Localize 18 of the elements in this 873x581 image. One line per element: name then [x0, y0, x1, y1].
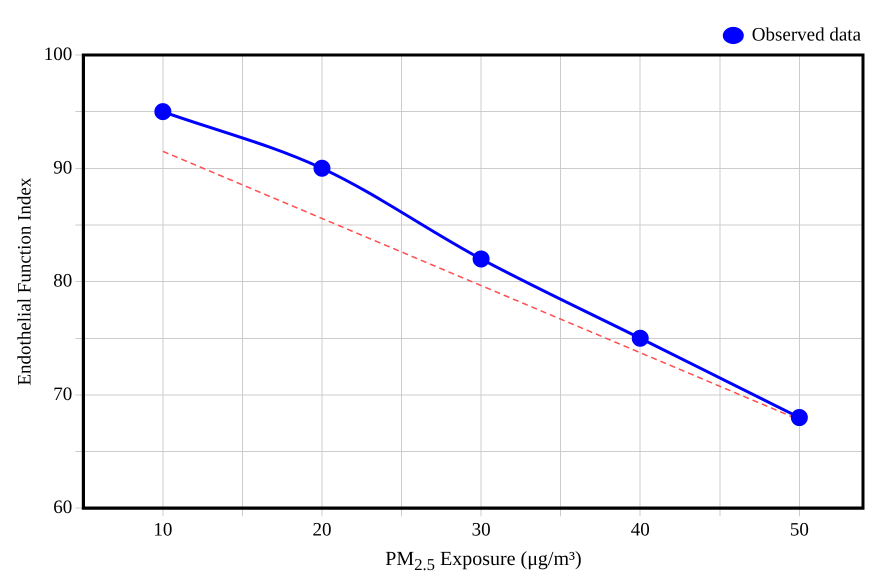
y-axis-title: Endothelial Function Index [14, 177, 36, 386]
x-tick-label: 50 [790, 520, 809, 541]
point [632, 330, 649, 347]
point [154, 103, 172, 120]
x-tick-label: 30 [472, 520, 491, 541]
legend-label: Observed data [752, 24, 862, 46]
y-tick-label: 90 [53, 157, 72, 178]
point [790, 409, 808, 426]
x-tick-label: 40 [630, 520, 650, 541]
y-tick-label: 100 [44, 44, 72, 65]
x-axis-title: PM$_{2.5}$ Exposure (μg/m³) [384, 548, 583, 575]
y-tick-label: 80 [53, 270, 72, 292]
point [472, 250, 490, 268]
y-tick-label: 70 [53, 384, 72, 405]
x-tick-label: 20 [312, 520, 332, 541]
point [313, 160, 330, 177]
y-tick-label: 60 [53, 497, 72, 518]
x-tick-label: 10 [153, 520, 172, 541]
